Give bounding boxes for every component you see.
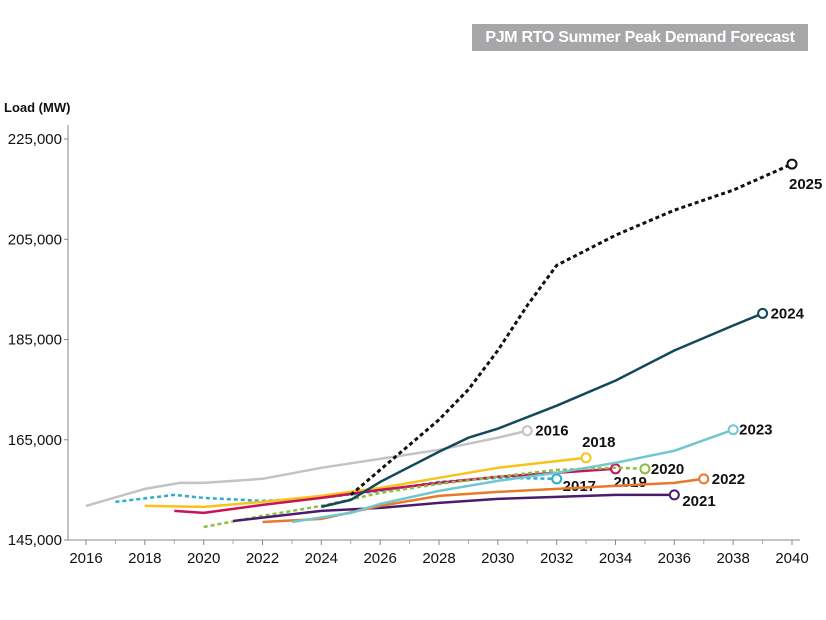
y-tick-label: 225,000 [8, 131, 62, 148]
series-label-2023: 2023 [739, 422, 772, 439]
series-label-2022: 2022 [712, 471, 745, 488]
x-tick-label: 2024 [305, 550, 338, 567]
y-axis-label: Load (MW) [4, 100, 71, 115]
x-tick-label: 2016 [69, 550, 102, 567]
y-tick-label: 185,000 [8, 332, 62, 349]
y-tick-label: 165,000 [8, 432, 62, 449]
chart-title: PJM RTO Summer Peak Demand Forecast [472, 24, 808, 51]
series-line-2024 [321, 312, 764, 509]
y-tick-label: 145,000 [8, 532, 62, 549]
series-end-marker-2020 [639, 463, 651, 475]
x-tick-label: 2034 [599, 550, 632, 567]
series-label-2020: 2020 [651, 461, 684, 478]
x-tick-label: 2032 [540, 550, 573, 567]
series-end-marker-2017 [551, 473, 563, 485]
series-end-marker-2021 [668, 489, 680, 501]
series-end-marker-2024 [757, 307, 769, 319]
x-tick-label: 2036 [658, 550, 691, 567]
series-line-2016 [85, 429, 528, 508]
x-tick-label: 2022 [246, 550, 279, 567]
series-line-2023 [291, 428, 734, 524]
series-label-2024: 2024 [771, 305, 805, 322]
series-line-2020 [203, 466, 645, 529]
x-tick-label: 2018 [128, 550, 161, 567]
series-end-marker-2023 [727, 424, 739, 436]
series-line-2025 [349, 162, 793, 497]
series-end-marker-2025 [786, 158, 798, 170]
series-label-2016: 2016 [535, 423, 568, 440]
series-line-2021 [232, 493, 675, 523]
y-tick-label: 205,000 [8, 231, 62, 248]
series-end-marker-2016 [521, 425, 533, 437]
x-tick-label: 2040 [775, 550, 808, 567]
x-tick-label: 2020 [187, 550, 220, 567]
series-end-marker-2018 [580, 452, 592, 464]
series-label-2021: 2021 [682, 493, 715, 510]
x-tick-label: 2030 [481, 550, 514, 567]
series-label-2017: 2017 [563, 478, 596, 495]
x-tick-label: 2026 [363, 550, 396, 567]
series-label-2025: 2025 [789, 176, 822, 193]
series-label-2018: 2018 [582, 434, 615, 451]
series-end-marker-2022 [698, 473, 710, 485]
series-line-2018 [144, 456, 587, 509]
x-tick-label: 2028 [422, 550, 455, 567]
series-label-2019: 2019 [614, 474, 647, 491]
x-tick-label: 2038 [716, 550, 749, 567]
